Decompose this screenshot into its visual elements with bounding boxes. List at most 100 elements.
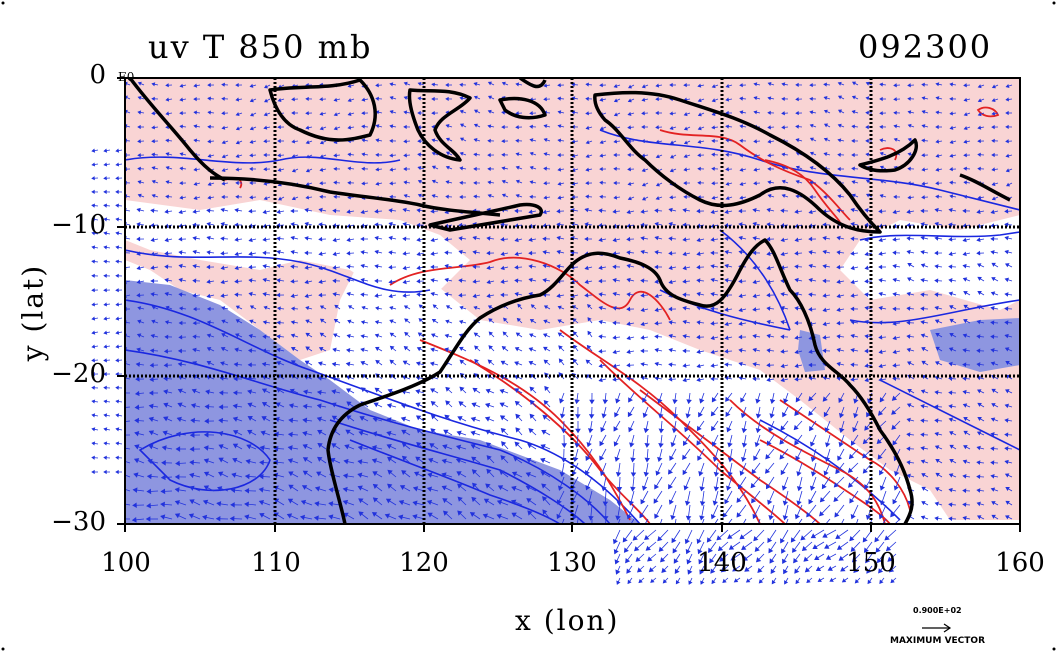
wind-vector-head [165,194,169,199]
wind-vector-head [864,363,869,368]
wind-vector-head [668,236,673,241]
wind-vector-head [572,358,578,364]
wind-vector-head [879,579,884,585]
wind-vector [644,518,649,524]
wind-vector-head [1005,487,1010,492]
wind-vector-head [949,125,954,130]
wind-vector-head [192,334,197,340]
wind-vector-head [150,208,155,213]
wind-vector-head [878,363,883,369]
wind-vector-head [178,250,183,255]
wind-vector-head [794,237,799,243]
wind-vector-head [963,112,968,117]
wind-vector-head [660,557,666,563]
wind-vector-head [193,181,198,186]
wind-vector-head [234,207,239,213]
wind-vector-head [892,277,897,283]
wind-vector-head [891,395,898,401]
wind-vector [125,488,131,492]
wind-vector-head [724,209,729,215]
wind-vector-head [115,455,119,460]
wind-vector-head [543,181,547,186]
wind-vector-head [443,510,449,516]
wind-vector-head [235,305,240,310]
wind-vector-head [991,277,996,282]
wind-vector-head [146,473,152,480]
wind-vector-head [962,502,967,507]
wind-vector-head [192,264,197,269]
wind-vector-head [472,264,477,270]
wind-vector-head [375,152,379,158]
wind-vector-head [614,412,620,418]
wind-vector-head [836,544,843,550]
wind-vector-head [783,398,789,404]
wind-vector-head [515,165,520,170]
wind-vector-head [290,320,295,325]
wind-vector-head [389,359,395,365]
wind-vector-head [500,455,506,461]
wind-vector-head [234,279,239,284]
wind-vector-head [824,543,830,549]
wind-vector-head [753,153,758,158]
wind-vector-head [770,530,774,534]
timor-coastline [428,202,543,232]
wind-vector-head [319,111,324,116]
wind-vector-head [672,548,678,554]
max-vector-arrow [922,623,952,633]
wind-vector-head [556,513,562,520]
wind-vector-head [1004,208,1009,214]
wind-vector-head [675,579,680,585]
wind-vector [125,266,131,268]
wind-vector-head [403,110,408,115]
wind-vector-head [739,124,744,129]
wind-vector-head [163,416,169,422]
wind-vector-head [193,83,198,88]
wind-vector-head [963,445,968,450]
wind-vector-head [543,305,549,310]
wind-vector-head [1004,306,1009,312]
wind-vector-head [473,152,477,157]
wind-vector-head [234,237,239,242]
wind-vector-head [389,110,394,114]
wind-vector-head [263,305,268,310]
wind-vector-head [515,138,519,143]
wind-vector-head [767,139,772,144]
wind-vector-head [935,82,940,87]
wind-vector-head [429,361,435,367]
wind-vector-head [137,166,141,171]
wind-vector-head [221,96,225,101]
wind-vector-head [654,513,660,519]
wind-vector-head [486,250,491,256]
wind-vector-head [542,414,548,420]
wind-vector-head [598,305,603,311]
wind-vector-head [699,515,705,521]
wind-vector-head [163,348,169,354]
wind-vector-head [738,293,743,299]
wind-vector-head [809,485,816,491]
wind-vector-head [235,154,240,158]
wind-vector-head [525,485,531,491]
wind-vector-head [430,209,435,214]
wind-vector-head [415,389,421,395]
wind-vector-head [921,501,926,506]
wind-vector-head [91,358,95,363]
wind-vector-head [907,166,911,171]
wind-vector-head [935,110,940,115]
wind-vector-head [416,441,422,448]
wind-vector-head [644,457,651,463]
wind-vector-head [625,557,631,564]
wind-vector-head [164,277,169,283]
wind-vector-head [501,152,505,157]
wind-vector-head [808,277,813,283]
wind-vector-head [529,180,534,185]
wind-vector-head [921,138,925,143]
wind-vector-head [412,500,418,507]
wind-vector-head [948,291,954,296]
wind-vector-head [878,568,884,574]
wind-vector-head [640,335,645,340]
wind-vector-head [203,458,210,464]
wind-vector-head [907,96,911,101]
wind-vector-head [991,152,995,158]
wind-vector-head [795,455,801,461]
wind-vector-head [190,403,196,409]
